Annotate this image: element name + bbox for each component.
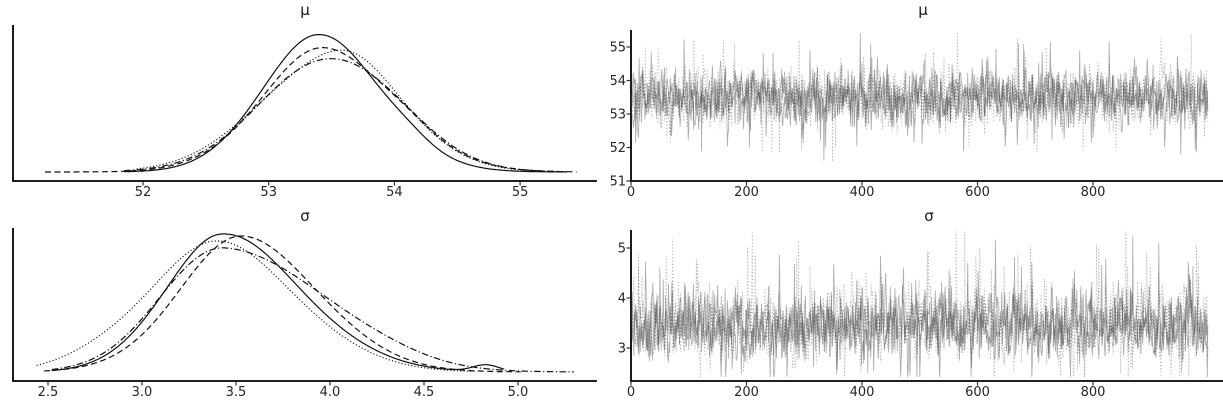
kde-mu-plot: 52 53 54 55 [12, 25, 597, 200]
svg-text:4.5: 4.5 [414, 385, 435, 400]
svg-text:800: 800 [1081, 185, 1106, 200]
svg-text:53: 53 [611, 108, 626, 123]
svg-text:200: 200 [734, 185, 759, 200]
svg-text:3.0: 3.0 [132, 385, 153, 400]
svg-text:51: 51 [611, 175, 626, 190]
svg-text:55: 55 [512, 185, 529, 200]
panel-trace-mu: 0 200 400 600 800 51 52 53 54 55 [611, 0, 1223, 206]
trace-sigma-title: σ [924, 207, 934, 225]
svg-text:52: 52 [611, 141, 626, 156]
svg-text:54: 54 [386, 185, 403, 200]
kde-mu-title: μ [300, 1, 310, 19]
svg-text:600: 600 [965, 385, 990, 400]
svg-text:800: 800 [1081, 385, 1106, 400]
svg-text:3: 3 [618, 342, 626, 357]
svg-text:54: 54 [611, 74, 626, 89]
svg-text:2.5: 2.5 [38, 385, 59, 400]
svg-text:0: 0 [627, 185, 635, 200]
svg-text:0: 0 [627, 385, 635, 400]
svg-text:4.0: 4.0 [320, 385, 341, 400]
panel-kde-mu: 52 53 54 55 [0, 0, 611, 206]
trace-mu-title: μ [918, 1, 928, 19]
svg-text:55: 55 [611, 41, 626, 56]
svg-text:400: 400 [850, 185, 875, 200]
kde-sigma-plot: 2.5 3.0 3.5 4.0 4.5 5.0 [12, 228, 597, 400]
svg-text:600: 600 [965, 185, 990, 200]
trace-sigma-plot: 0 200 400 600 800 3 4 5 [618, 230, 1223, 400]
svg-text:53: 53 [260, 185, 277, 200]
kde-sigma-title: σ [300, 207, 310, 225]
svg-text:5.0: 5.0 [508, 385, 529, 400]
svg-text:5: 5 [618, 242, 626, 257]
trace-mu-plot: 0 200 400 600 800 51 52 53 54 55 [611, 30, 1223, 200]
svg-text:3.5: 3.5 [226, 385, 247, 400]
svg-text:4: 4 [618, 292, 626, 307]
svg-text:52: 52 [135, 185, 152, 200]
panel-kde-sigma: 2.5 3.0 3.5 4.0 4.5 5.0 [0, 206, 611, 413]
svg-text:400: 400 [850, 385, 875, 400]
panel-trace-sigma: 0 200 400 600 800 3 4 5 [611, 206, 1223, 413]
svg-text:200: 200 [734, 385, 759, 400]
